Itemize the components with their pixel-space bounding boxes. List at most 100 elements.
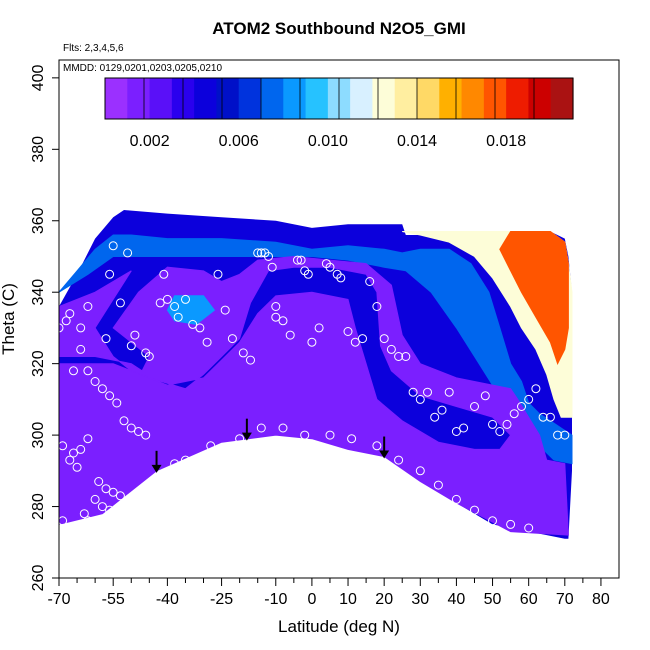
data-marker	[278, 316, 288, 326]
colorbar-swatch	[506, 78, 530, 119]
data-marker	[256, 423, 266, 433]
x-tick-label: 10	[339, 591, 357, 608]
data-marker	[488, 419, 497, 429]
data-marker	[509, 409, 519, 419]
data-marker	[300, 430, 310, 440]
data-marker	[130, 330, 140, 340]
x-tick-label: -40	[156, 591, 179, 608]
data-marker	[296, 255, 306, 265]
colorbar-swatch	[149, 78, 173, 119]
x-tick-label: -10	[264, 591, 287, 608]
colorbar-swatch	[528, 78, 552, 119]
data-marker	[83, 302, 93, 311]
data-marker	[141, 430, 151, 440]
y-tick-label: 340	[30, 279, 47, 306]
data-marker	[502, 419, 512, 429]
data-marker	[415, 466, 425, 476]
colorbar-swatch	[461, 78, 485, 119]
y-tick-label: 400	[30, 64, 47, 91]
chart-title: ATOM2 Southbound N2O5_GMI	[212, 19, 465, 38]
data-marker	[76, 444, 86, 454]
data-marker	[451, 427, 461, 436]
data-marker	[433, 480, 443, 490]
data-marker	[144, 352, 154, 361]
data-marker	[65, 309, 75, 319]
data-marker	[401, 352, 411, 361]
data-marker	[430, 412, 440, 422]
flight-arrows	[151, 418, 390, 473]
data-marker	[134, 427, 143, 436]
x-tick-label: 70	[556, 591, 574, 608]
data-marker	[162, 294, 172, 304]
data-marker	[372, 441, 382, 451]
x-tick-label: 0	[307, 591, 316, 608]
data-marker	[105, 505, 115, 515]
data-marker	[545, 412, 555, 422]
data-marker	[314, 323, 324, 333]
data-marker	[108, 487, 118, 497]
y-axis: 260 280 300 320 340 360 380 400	[30, 64, 59, 591]
colorbar-tick-label: 0.018	[486, 133, 526, 150]
data-marker	[517, 402, 526, 411]
x-axis-label: Latitude (deg N)	[278, 617, 400, 636]
data-marker	[220, 305, 230, 315]
y-tick-label: 320	[30, 350, 47, 377]
data-marker	[506, 519, 516, 529]
data-marker	[347, 434, 357, 444]
data-marker	[170, 302, 180, 311]
data-marker	[126, 423, 136, 433]
data-marker	[59, 516, 68, 526]
data-marker	[69, 448, 78, 458]
data-marker	[238, 348, 248, 358]
data-marker	[83, 366, 93, 376]
colorbar-tick-label: 0.010	[308, 133, 348, 150]
data-marker	[451, 494, 461, 504]
data-marker	[408, 387, 418, 397]
data-marker	[386, 344, 396, 354]
data-marker	[350, 337, 360, 347]
x-axis: -70 -55 -40 -25 -10 0 10 20 30 40 50 60 70 80	[47, 577, 619, 608]
data-marker	[495, 427, 505, 436]
data-marker	[72, 462, 82, 472]
colorbar-swatch	[394, 78, 418, 119]
data-marker	[264, 252, 273, 261]
contour-mid	[59, 234, 573, 465]
data-marker	[553, 430, 563, 440]
colorbar-tick-label: 0.014	[397, 133, 437, 150]
data-marker	[112, 398, 122, 408]
data-marker	[459, 423, 469, 433]
data-marker	[76, 344, 86, 354]
data-markers	[59, 241, 570, 533]
data-marker	[105, 269, 115, 279]
colorbar-swatch	[305, 78, 329, 119]
y-tick-label: 300	[30, 422, 47, 449]
colorbar-swatch	[372, 78, 396, 119]
data-marker	[307, 337, 317, 347]
data-marker	[115, 298, 125, 308]
data-marker	[108, 241, 118, 251]
x-tick-label: 30	[411, 591, 429, 608]
x-tick-label: 50	[484, 591, 502, 608]
data-marker	[69, 366, 78, 376]
data-marker	[155, 298, 165, 308]
data-marker	[256, 248, 266, 258]
data-marker	[271, 302, 281, 311]
data-marker	[325, 262, 335, 272]
data-marker	[181, 455, 190, 465]
data-marker	[524, 394, 534, 404]
colorbar-swatch	[105, 78, 128, 119]
colorbar-tick-label: 0.002	[130, 133, 170, 150]
y-tick-label: 360	[30, 207, 47, 234]
y-tick-label: 280	[30, 493, 47, 520]
data-marker	[188, 319, 198, 329]
data-marker	[235, 434, 245, 444]
data-marker	[470, 505, 479, 515]
x-tick-label: -70	[47, 591, 70, 608]
data-marker	[181, 294, 190, 304]
heatmap-field	[59, 210, 573, 539]
data-marker	[159, 269, 169, 279]
data-marker	[101, 484, 111, 494]
colorbar-swatch	[194, 78, 218, 119]
data-marker	[336, 273, 346, 283]
data-marker	[119, 416, 129, 426]
